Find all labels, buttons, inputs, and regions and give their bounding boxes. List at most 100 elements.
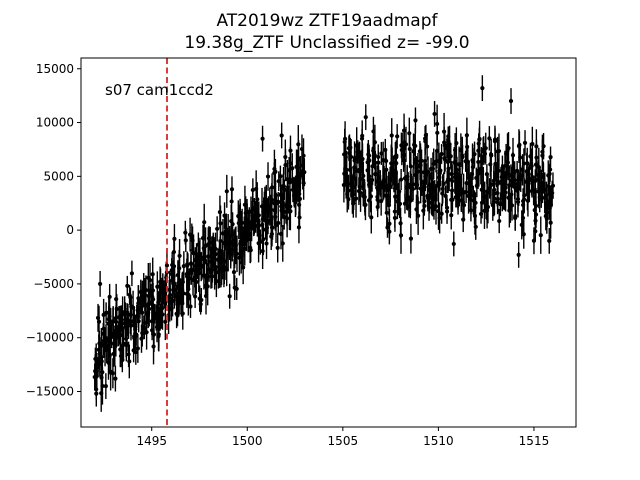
ccd-annotation: s07 cam1ccd2 — [105, 81, 214, 99]
data-point-1016 — [363, 115, 368, 120]
data-point-173 — [163, 319, 168, 324]
data-point-341 — [233, 243, 238, 248]
data-point-86 — [129, 271, 135, 276]
data-point-551 — [358, 160, 363, 165]
data-point-665 — [408, 164, 413, 169]
data-point-194 — [172, 281, 177, 286]
data-point-832 — [477, 136, 482, 142]
data-point-951 — [527, 188, 532, 194]
data-point-237 — [188, 261, 194, 266]
data-point-915 — [510, 153, 516, 158]
data-point-767 — [449, 188, 455, 193]
y-tick-label-6: 15000 — [36, 62, 74, 76]
data-point-796 — [460, 200, 465, 205]
data-point-321 — [224, 189, 229, 194]
data-point-702 — [424, 144, 430, 149]
data-point-186 — [169, 306, 174, 311]
data-point-881 — [497, 218, 502, 224]
data-point-975 — [536, 165, 541, 170]
data-point-986 — [540, 153, 545, 158]
data-point-671 — [408, 236, 414, 241]
data-point-153 — [155, 284, 160, 289]
data-point-739 — [439, 151, 444, 157]
data-point-223 — [185, 262, 190, 267]
data-point-902 — [506, 164, 511, 169]
data-point-215 — [181, 264, 186, 269]
data-point-741 — [437, 175, 442, 180]
data-point-1011 — [98, 281, 103, 287]
data-point-559 — [362, 194, 367, 200]
data-point-238 — [193, 294, 198, 299]
data-point-272 — [203, 283, 208, 289]
data-point-259 — [202, 220, 207, 225]
data-point-80 — [125, 283, 130, 288]
data-point-846 — [482, 151, 488, 156]
data-point-1021 — [516, 252, 521, 257]
data-point-691 — [418, 162, 423, 167]
data-point-467 — [285, 177, 290, 182]
plot-area — [81, 58, 576, 427]
data-point-489 — [294, 181, 299, 186]
data-point-257 — [197, 255, 202, 260]
data-point-860 — [487, 186, 492, 191]
data-point-996 — [548, 167, 553, 172]
data-point-419 — [265, 210, 270, 215]
data-point-427 — [270, 225, 275, 230]
x-tick-label-0: 1495 — [136, 434, 167, 448]
data-point-225 — [188, 304, 193, 309]
y-tick-label-0: −15000 — [26, 384, 74, 398]
data-point-867 — [491, 181, 496, 186]
data-point-300 — [216, 270, 221, 275]
data-point-607 — [382, 178, 387, 184]
data-point-331 — [230, 222, 235, 227]
data-point-751 — [444, 209, 450, 214]
data-point-636 — [393, 171, 398, 176]
data-point-1013 — [229, 187, 235, 192]
data-point-685 — [415, 200, 420, 205]
data-point-878 — [495, 196, 500, 202]
data-point-552 — [358, 190, 363, 196]
data-point-475 — [290, 166, 295, 171]
data-point-397 — [256, 241, 261, 246]
data-point-711 — [425, 169, 431, 174]
data-point-81 — [127, 359, 132, 364]
data-point-656 — [403, 142, 409, 147]
data-point-916 — [511, 171, 517, 176]
data-point-1006 — [549, 194, 554, 199]
data-point-584 — [373, 160, 378, 165]
data-point-167 — [159, 306, 165, 311]
data-point-853 — [484, 208, 490, 213]
data-point-653 — [402, 201, 408, 206]
data-point-705 — [422, 159, 428, 164]
data-point-201 — [175, 301, 180, 307]
data-point-596 — [379, 151, 384, 156]
data-point-1017 — [413, 118, 418, 123]
data-point-487 — [296, 142, 301, 147]
data-point-1018 — [432, 111, 437, 117]
data-point-181 — [167, 294, 172, 299]
chart-title-line2: 19.38g_ZTF Unclassified z= -99.0 — [184, 33, 469, 53]
data-point-307 — [218, 221, 223, 226]
data-point-765 — [451, 241, 456, 247]
data-point-39 — [108, 322, 113, 327]
y-tick-label-1: −10000 — [26, 331, 74, 345]
data-point-172 — [164, 263, 170, 268]
data-point-398 — [256, 223, 261, 229]
data-point-573 — [367, 182, 372, 187]
data-point-407 — [264, 241, 269, 246]
data-point-1008 — [94, 391, 99, 396]
data-point-517 — [345, 181, 350, 186]
data-point-874 — [492, 139, 498, 144]
data-point-803 — [464, 133, 469, 138]
data-point-901 — [505, 148, 510, 153]
data-point-306 — [218, 248, 223, 253]
data-point-124 — [142, 326, 147, 332]
data-point-1012 — [107, 294, 112, 299]
data-point-950 — [525, 192, 530, 197]
data-point-545 — [355, 149, 360, 155]
data-point-712 — [425, 195, 430, 201]
x-tick-label-1: 1500 — [232, 434, 263, 448]
data-point-613 — [384, 210, 389, 215]
data-point-342 — [232, 285, 237, 290]
